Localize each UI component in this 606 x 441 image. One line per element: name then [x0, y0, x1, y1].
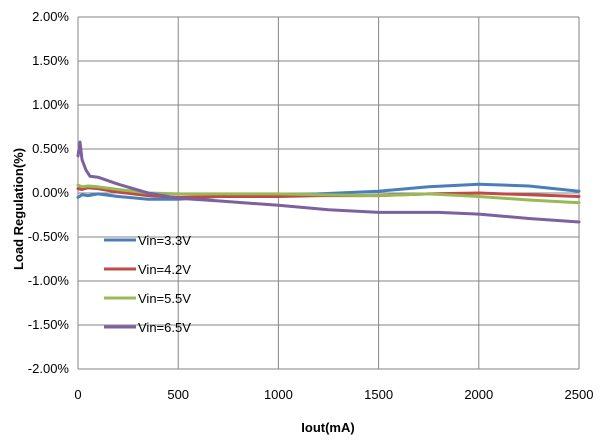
y-tick-label: -1.00% — [28, 273, 70, 288]
y-tick-label: 1.00% — [32, 97, 69, 112]
x-tick-label: 500 — [167, 387, 189, 402]
legend-label-2: Vin=4.2V — [138, 262, 191, 277]
y-tick-label: -0.50% — [28, 229, 70, 244]
series-line-3 — [76, 183, 581, 205]
y-tick-label: 1.50% — [32, 53, 69, 68]
series-line-4 — [76, 140, 581, 224]
legend-label-3: Vin=5.5V — [138, 291, 191, 306]
y-tick-label: 0.50% — [32, 141, 69, 156]
y-tick-label: 2.00% — [32, 9, 69, 24]
tick-layer: 2.00% 1.50% 1.00% 0.50% 0.00% -0.50% -1.00% -1.… — [28, 9, 594, 402]
x-tick-label: 1500 — [364, 387, 393, 402]
series-layer — [76, 140, 581, 224]
x-axis-title: Iout(mA) — [301, 420, 354, 435]
legend: Vin=3.3V Vin=4.2V Vin=5.5V Vin=6.5V — [104, 233, 191, 335]
y-tick-label: -2.00% — [28, 361, 70, 376]
x-tick-label: 2500 — [565, 387, 594, 402]
x-tick-label: 0 — [74, 387, 81, 402]
x-tick-label: 2000 — [464, 387, 493, 402]
y-tick-label: 0.00% — [32, 185, 69, 200]
y-axis-title: Load Regulation(%) — [11, 148, 26, 270]
series-line-2 — [76, 186, 581, 199]
legend-label-4: Vin=6.5V — [138, 320, 191, 335]
x-tick-label: 1000 — [264, 387, 293, 402]
legend-label-1: Vin=3.3V — [138, 233, 191, 248]
y-tick-label: -1.50% — [28, 317, 70, 332]
